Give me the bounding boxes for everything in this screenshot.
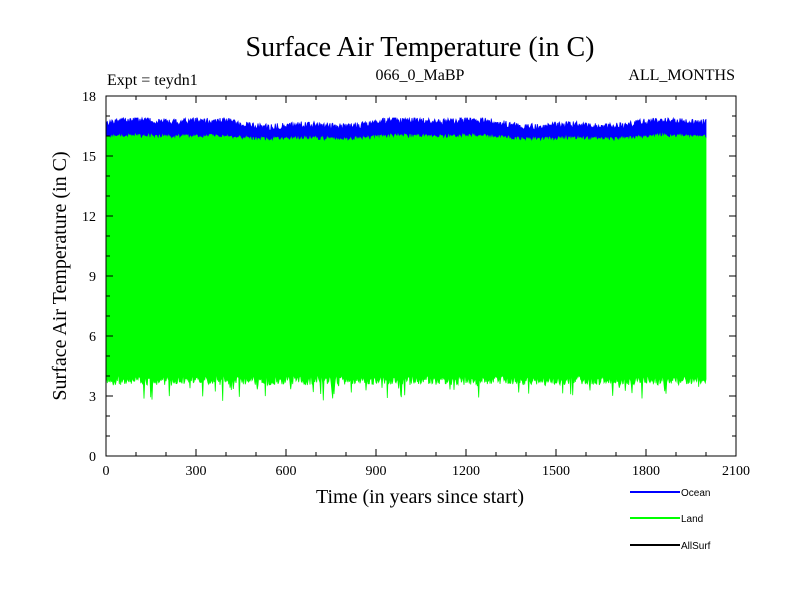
x-tick-label: 0 bbox=[103, 464, 110, 479]
x-axis-label: Time (in years since start) bbox=[316, 486, 524, 508]
x-tick-label: 1500 bbox=[542, 464, 570, 479]
x-tick-label: 1800 bbox=[632, 464, 660, 479]
y-tick-label: 0 bbox=[89, 450, 96, 465]
y-tick-label: 15 bbox=[82, 150, 96, 165]
legend: Ocean Land AllSurf bbox=[630, 488, 711, 552]
x-tick-label: 2100 bbox=[722, 464, 750, 479]
plot-area-frame bbox=[105, 95, 737, 457]
ticks-layer: 0 300 600 900 1200 1500 1800 2100 0 3 6 9 12 15 18 bbox=[82, 90, 750, 479]
chart-subtitle-right: ALL_MONTHS bbox=[628, 67, 735, 84]
legend-label-ocean: Ocean bbox=[681, 488, 710, 499]
series-layer bbox=[105, 116, 707, 401]
y-tick-label: 18 bbox=[82, 90, 96, 105]
x-tick-label: 1200 bbox=[452, 464, 480, 479]
y-tick-label: 3 bbox=[89, 390, 96, 405]
y-tick-label: 6 bbox=[89, 330, 96, 345]
series-land bbox=[105, 132, 707, 401]
chart-subtitle-center: 066_0_MaBP bbox=[376, 67, 465, 84]
legend-label-allsurf: AllSurf bbox=[681, 541, 711, 552]
y-tick-label: 9 bbox=[89, 270, 96, 285]
y-tick-label: 12 bbox=[82, 210, 96, 225]
y-axis-label: Surface Air Temperature (in C) bbox=[49, 151, 71, 400]
chart-title: Surface Air Temperature (in C) bbox=[246, 32, 595, 63]
chart-subtitle-left: Expt = teydn1 bbox=[107, 72, 198, 89]
legend-label-land: Land bbox=[681, 514, 703, 525]
x-tick-label: 900 bbox=[366, 464, 387, 479]
x-tick-label: 300 bbox=[186, 464, 207, 479]
x-tick-label: 600 bbox=[276, 464, 297, 479]
